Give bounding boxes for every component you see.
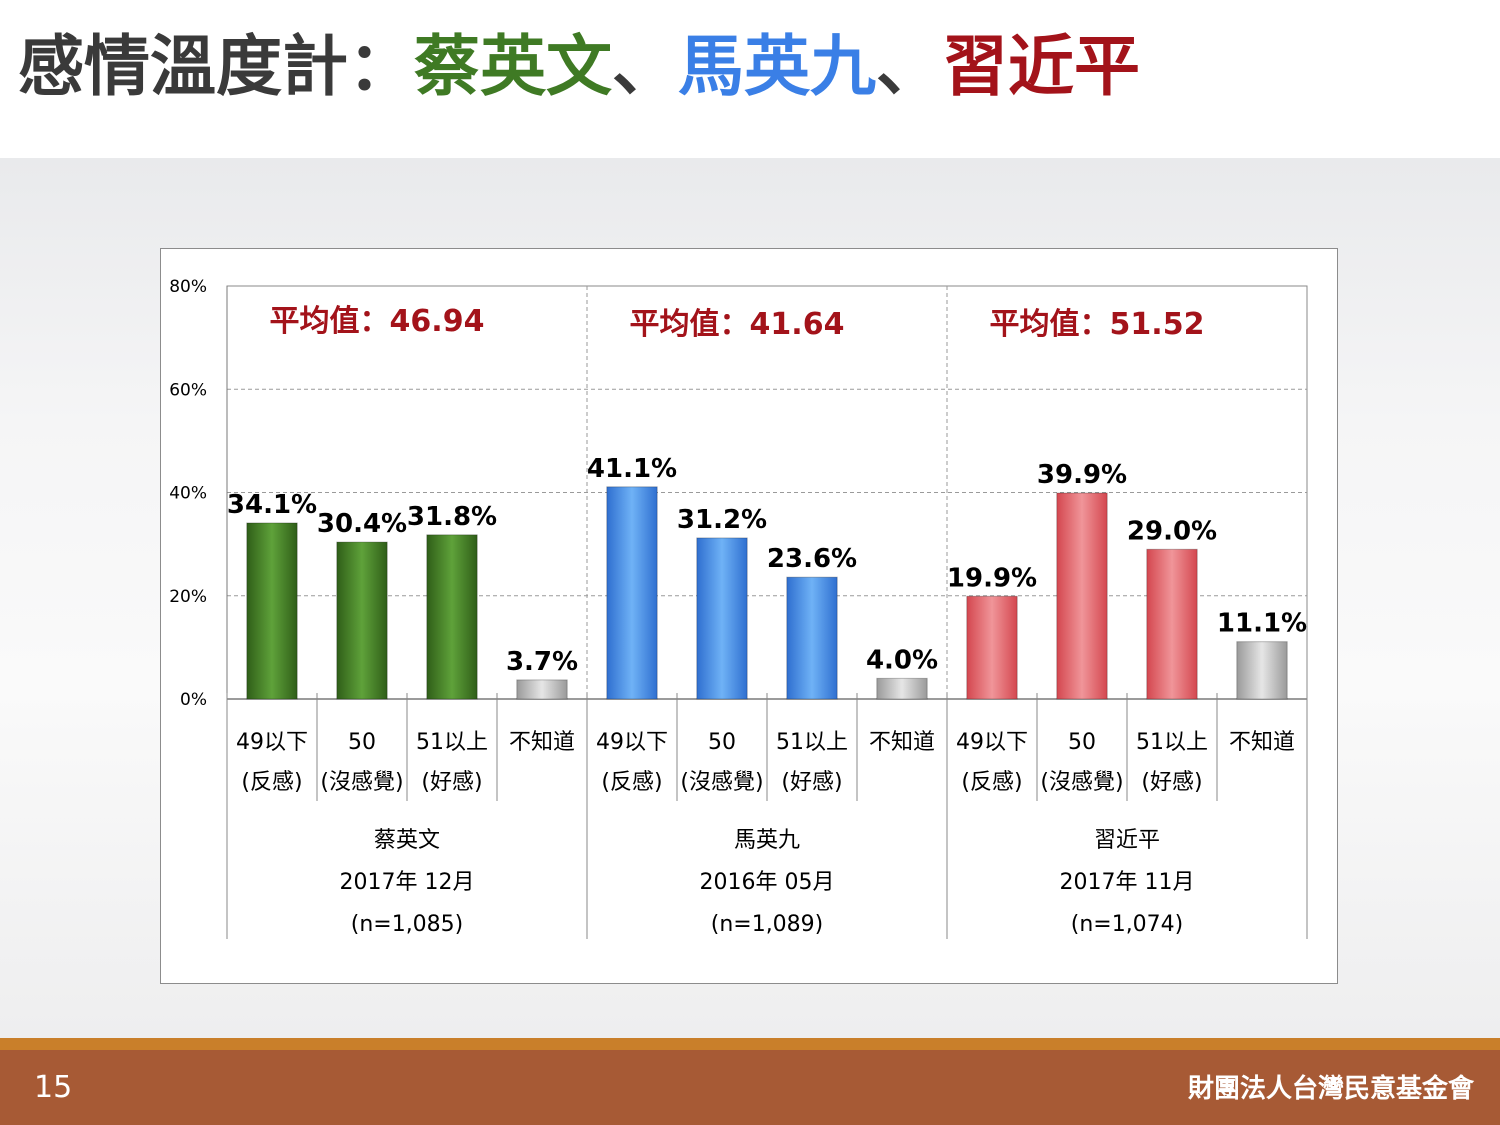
- bar: [426, 534, 478, 700]
- y-tick-label: 0%: [180, 690, 207, 710]
- group-date: 2016年 05月: [700, 870, 835, 895]
- x-category-sublabel: (沒感覺): [320, 770, 403, 795]
- x-category-label: 不知道: [869, 730, 935, 755]
- data-label: 39.9%: [1037, 460, 1127, 490]
- bar: [516, 679, 568, 700]
- x-category-sublabel: (反感): [601, 770, 662, 795]
- title-name-ma: 馬英九: [678, 28, 876, 105]
- bar: [1146, 548, 1198, 700]
- bar: [786, 576, 838, 700]
- bar: [336, 541, 388, 700]
- bar: [1056, 492, 1108, 700]
- axis-layer: 0% 20% 40% 60% 80%: [169, 277, 1308, 939]
- x-category-label: 51以上: [776, 730, 848, 755]
- group-sample-size: (n=1,085): [351, 912, 464, 937]
- title-separator-2: 、: [876, 28, 942, 105]
- bar: [966, 595, 1018, 700]
- data-label: 31.2%: [677, 505, 767, 535]
- bar: [696, 537, 748, 700]
- title-name-xi: 習近平: [942, 28, 1140, 105]
- x-category-label: 不知道: [509, 730, 575, 755]
- y-tick-label: 40%: [169, 484, 207, 504]
- x-category-label: 49以下: [236, 730, 308, 755]
- data-label: 11.1%: [1217, 609, 1307, 639]
- x-category-sublabel: (沒感覺): [1040, 770, 1123, 795]
- grid-layer: [226, 285, 1308, 700]
- x-category-sublabel: (反感): [241, 770, 302, 795]
- x-category-label: 50: [1068, 730, 1096, 755]
- bar: [876, 677, 928, 700]
- data-label: 34.1%: [227, 490, 317, 520]
- x-category-label: 不知道: [1229, 730, 1295, 755]
- group-name: 蔡英文: [374, 828, 440, 853]
- group-name: 馬英九: [734, 828, 800, 853]
- title-separator-1: 、: [612, 28, 678, 105]
- x-category-sublabel: (反感): [961, 770, 1022, 795]
- x-category-sublabel: (好感): [421, 770, 482, 795]
- x-category-label: 51以上: [416, 730, 488, 755]
- data-label: 19.9%: [947, 563, 1037, 593]
- group-name: 習近平: [1094, 828, 1160, 853]
- bar-layer: [246, 486, 1288, 700]
- bar: [246, 522, 298, 700]
- x-category-label: 50: [708, 730, 736, 755]
- label-layer: 平均值：46.94 34.1% 49以下 (反感) 30.4% 50 (沒感覺) 31.8% 5…: [227, 304, 1307, 937]
- chart-frame: 0% 20% 40% 60% 80% 平均值：46.94 34.1% 49以下 (反感) 30.…: [160, 248, 1338, 984]
- average-label: 平均值：41.64: [630, 307, 845, 342]
- data-label: 41.1%: [587, 454, 677, 484]
- x-category-label: 49以下: [956, 730, 1028, 755]
- title-prefix: 感情溫度計：: [18, 28, 414, 105]
- x-category-sublabel: (沒感覺): [680, 770, 763, 795]
- footer-bar: [0, 1050, 1500, 1125]
- slide-title: 感情溫度計：蔡英文、馬英九、習近平: [18, 34, 1140, 100]
- group-date: 2017年 11月: [1060, 870, 1195, 895]
- x-category-label: 51以上: [1136, 730, 1208, 755]
- page-number: 15: [34, 1070, 73, 1105]
- group-sample-size: (n=1,074): [1071, 912, 1184, 937]
- title-bar: 感情溫度計：蔡英文、馬英九、習近平: [0, 0, 1500, 158]
- footer-organization: 財團法人台灣民意基金會: [1187, 1074, 1474, 1104]
- y-tick-label: 60%: [169, 380, 207, 400]
- data-label: 29.0%: [1127, 516, 1217, 546]
- x-category-label: 49以下: [596, 730, 668, 755]
- y-tick-label: 80%: [169, 277, 207, 297]
- average-label: 平均值：51.52: [990, 307, 1205, 342]
- bar: [1236, 641, 1288, 700]
- title-name-tsai: 蔡英文: [414, 28, 612, 105]
- x-category-label: 50: [348, 730, 376, 755]
- group-sample-size: (n=1,089): [711, 912, 824, 937]
- data-label: 4.0%: [866, 645, 938, 675]
- data-label: 30.4%: [317, 509, 407, 539]
- average-label: 平均值：46.94: [270, 304, 485, 339]
- bar: [606, 486, 658, 700]
- x-category-sublabel: (好感): [781, 770, 842, 795]
- data-label: 3.7%: [506, 647, 578, 677]
- data-label: 23.6%: [767, 544, 857, 574]
- footer-accent-line: [0, 1038, 1500, 1050]
- y-tick-label: 20%: [169, 587, 207, 607]
- group-date: 2017年 12月: [340, 870, 475, 895]
- bar-chart: 0% 20% 40% 60% 80% 平均值：46.94 34.1% 49以下 (反感) 30.…: [169, 277, 1308, 939]
- x-category-sublabel: (好感): [1141, 770, 1202, 795]
- data-label: 31.8%: [407, 502, 497, 532]
